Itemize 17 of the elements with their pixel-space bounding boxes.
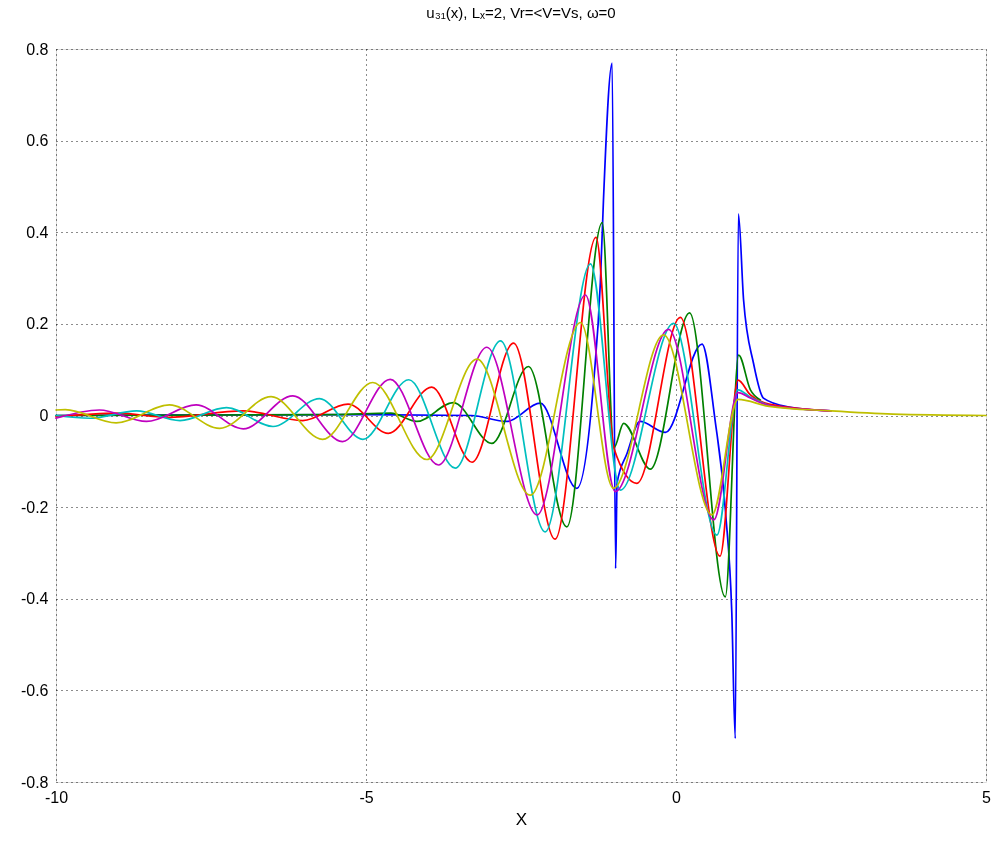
y-tick-label: 0.8: [26, 40, 49, 58]
y-tick-label: 0.6: [26, 132, 49, 150]
line-series: [55, 321, 987, 516]
x-tick-label: -10: [44, 788, 69, 806]
y-tick-label: -0.8: [20, 773, 49, 791]
x-axis-title: X: [515, 809, 528, 829]
x-tick-label: 0: [672, 788, 682, 806]
y-tick-label: -0.2: [20, 498, 49, 516]
y-tick-label: -0.6: [20, 681, 49, 699]
line-series: [55, 263, 770, 536]
y-tick-label: 0.2: [26, 315, 49, 333]
y-tick-label: -0.4: [20, 590, 49, 608]
x-tick-label: 5: [982, 788, 992, 806]
x-tick-label: -5: [359, 788, 374, 806]
chart-title: u₃₁(x), Lₓ=2, Vr=<V=Vs, ω=0: [426, 4, 616, 21]
y-tick-label: 0.4: [26, 223, 49, 241]
y-tick-label: 0: [39, 407, 49, 424]
